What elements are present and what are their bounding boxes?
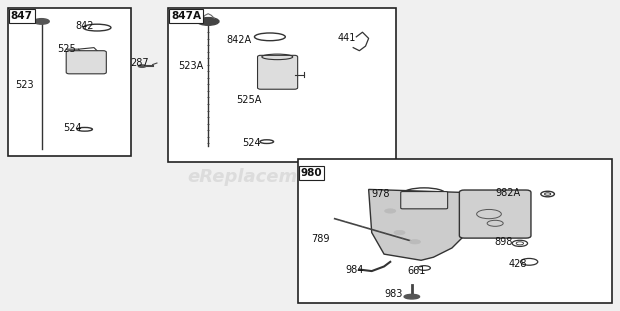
Text: eReplacementParts.com: eReplacementParts.com <box>187 168 433 186</box>
Text: 978: 978 <box>372 189 390 199</box>
Ellipse shape <box>138 65 146 67</box>
Text: 524: 524 <box>63 123 82 133</box>
Ellipse shape <box>404 294 420 299</box>
Text: 525: 525 <box>57 44 76 54</box>
Text: 428: 428 <box>509 259 527 269</box>
Text: 984: 984 <box>346 265 364 275</box>
Text: 524: 524 <box>242 137 261 147</box>
Text: 525A: 525A <box>236 95 261 105</box>
Text: 847: 847 <box>11 11 33 21</box>
Text: 523A: 523A <box>179 61 204 71</box>
Text: 898: 898 <box>494 237 512 248</box>
Text: 980: 980 <box>301 168 322 178</box>
Ellipse shape <box>197 17 219 25</box>
Ellipse shape <box>34 19 49 24</box>
Text: 983: 983 <box>384 289 402 299</box>
Text: 661: 661 <box>407 266 426 276</box>
Text: 842: 842 <box>76 21 94 31</box>
Text: 847A: 847A <box>171 11 201 21</box>
Ellipse shape <box>384 209 396 213</box>
FancyBboxPatch shape <box>257 55 298 89</box>
Text: 789: 789 <box>311 234 330 244</box>
Text: 523: 523 <box>15 80 33 90</box>
Polygon shape <box>369 189 483 260</box>
Text: 982A: 982A <box>495 188 520 198</box>
FancyBboxPatch shape <box>66 51 106 74</box>
FancyBboxPatch shape <box>298 159 613 304</box>
FancyBboxPatch shape <box>459 190 531 238</box>
FancyBboxPatch shape <box>168 7 396 162</box>
FancyBboxPatch shape <box>7 7 131 156</box>
Text: 287: 287 <box>130 58 148 68</box>
Text: 842A: 842A <box>227 35 252 45</box>
Ellipse shape <box>409 240 420 244</box>
FancyBboxPatch shape <box>401 192 448 209</box>
Ellipse shape <box>394 230 405 235</box>
Text: 441: 441 <box>338 33 356 43</box>
